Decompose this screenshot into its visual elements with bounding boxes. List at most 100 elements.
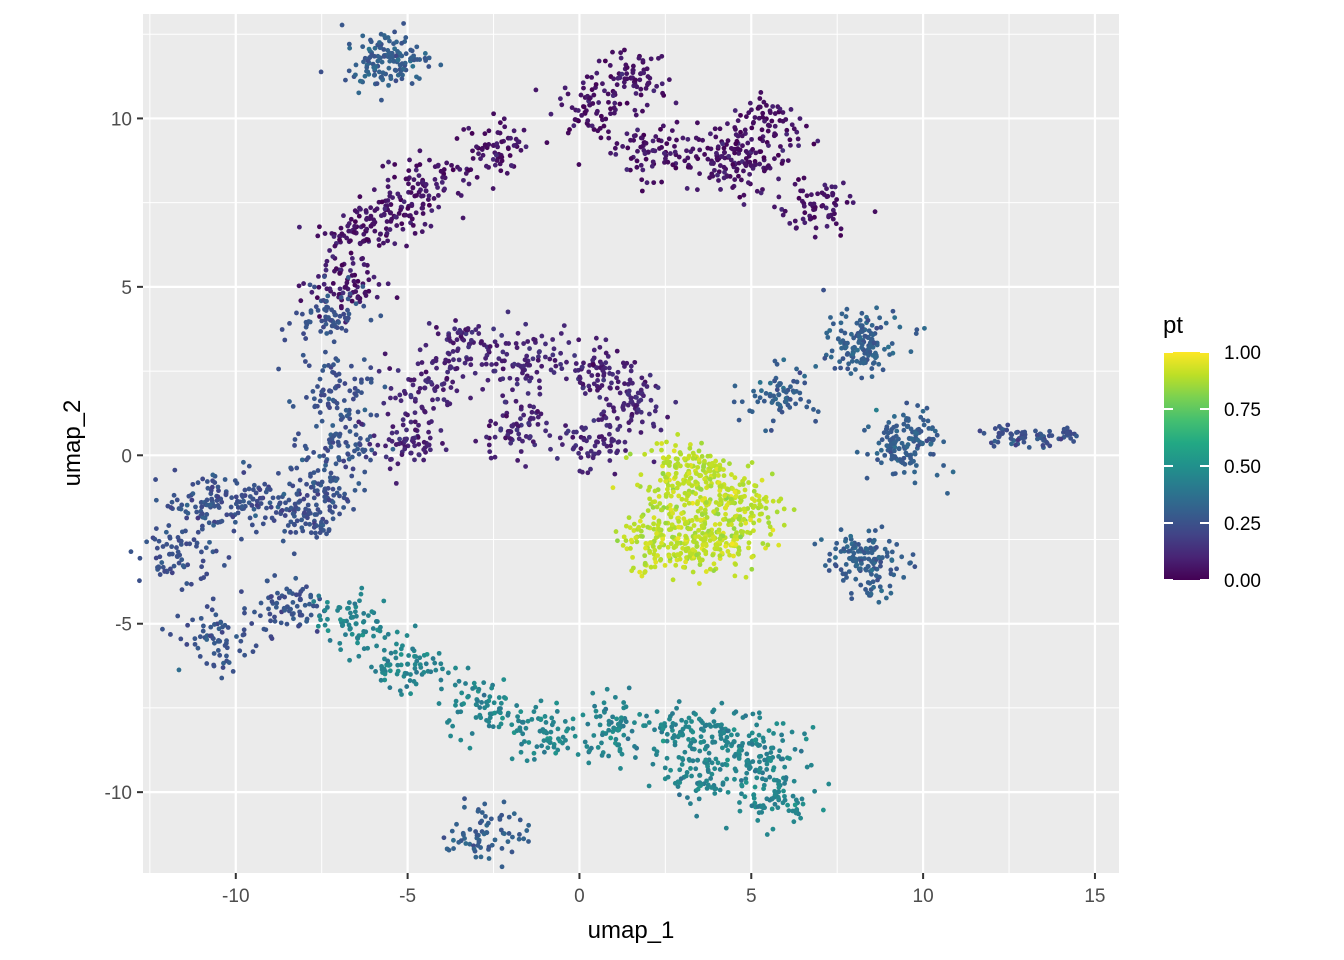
data-point	[634, 395, 639, 400]
data-point	[521, 412, 527, 418]
data-point	[591, 381, 597, 387]
data-point	[217, 638, 223, 644]
data-point	[190, 481, 196, 487]
data-point	[365, 613, 371, 619]
data-point	[675, 480, 681, 486]
data-point	[640, 58, 646, 63]
data-point	[184, 502, 190, 508]
data-point	[468, 337, 474, 343]
data-point	[764, 796, 770, 802]
data-point	[466, 181, 472, 187]
data-point	[770, 826, 776, 832]
data-point	[445, 402, 450, 408]
data-point	[366, 277, 372, 283]
data-point	[330, 439, 336, 445]
data-point	[697, 558, 703, 564]
data-point	[555, 726, 561, 732]
data-point	[904, 444, 910, 450]
data-point	[675, 552, 680, 558]
data-point	[703, 479, 709, 485]
data-point	[360, 223, 366, 229]
data-point	[780, 110, 786, 115]
data-point	[337, 378, 343, 384]
data-point	[651, 180, 657, 186]
data-point	[811, 141, 817, 147]
data-point	[608, 106, 613, 112]
data-point	[417, 148, 423, 154]
data-point	[652, 564, 658, 570]
data-point	[298, 298, 304, 304]
data-point	[930, 437, 936, 443]
data-point	[844, 199, 850, 205]
data-point	[450, 349, 456, 354]
data-point	[530, 416, 536, 421]
data-point	[904, 400, 910, 406]
data-point	[421, 457, 427, 463]
data-point	[515, 457, 521, 463]
data-point	[204, 497, 210, 503]
data-point	[678, 776, 684, 782]
data-point	[368, 317, 374, 323]
data-point	[622, 381, 627, 387]
data-point	[467, 841, 473, 847]
data-point	[613, 151, 619, 157]
data-point	[448, 733, 453, 739]
data-point	[774, 509, 780, 515]
data-point	[732, 177, 738, 182]
data-point	[339, 231, 345, 237]
data-point	[638, 387, 644, 393]
data-point	[882, 546, 888, 552]
data-point	[846, 549, 851, 554]
data-point	[761, 496, 767, 502]
data-point	[365, 269, 370, 275]
data-point	[864, 475, 870, 481]
data-point	[301, 331, 306, 337]
data-point	[888, 442, 894, 448]
data-point	[169, 544, 175, 550]
data-point	[156, 564, 161, 570]
data-point	[311, 524, 317, 530]
data-point	[237, 648, 243, 654]
data-point	[677, 767, 683, 773]
data-point	[453, 698, 459, 704]
data-point	[727, 461, 732, 467]
data-point	[382, 351, 388, 357]
data-point	[718, 154, 724, 159]
data-point	[861, 360, 866, 366]
data-point	[757, 96, 763, 101]
data-point	[352, 601, 358, 607]
data-point	[650, 421, 656, 427]
data-point	[293, 530, 299, 535]
data-point	[449, 162, 454, 168]
data-point	[557, 96, 563, 102]
data-point	[608, 150, 613, 156]
data-point	[776, 754, 782, 759]
data-point	[698, 734, 704, 740]
data-point	[516, 431, 522, 437]
data-point	[338, 647, 344, 653]
data-point	[630, 63, 636, 69]
data-point	[723, 511, 728, 517]
data-point	[598, 135, 604, 141]
data-point	[501, 799, 507, 805]
data-point	[291, 521, 297, 527]
data-point	[710, 552, 716, 558]
data-point	[815, 138, 821, 144]
data-point	[317, 613, 322, 619]
data-point	[711, 719, 717, 725]
data-point	[507, 375, 513, 381]
data-point	[813, 225, 819, 231]
data-point	[682, 490, 688, 496]
data-point	[642, 560, 648, 566]
data-point	[779, 732, 785, 738]
data-point	[638, 71, 644, 76]
data-point	[403, 176, 409, 182]
data-point	[215, 494, 221, 500]
data-point	[695, 156, 701, 162]
data-point	[578, 446, 584, 451]
y-tick-label: 10	[111, 109, 132, 130]
data-point	[728, 732, 734, 738]
data-point	[389, 216, 394, 222]
data-point	[380, 163, 386, 169]
data-point	[652, 148, 658, 154]
